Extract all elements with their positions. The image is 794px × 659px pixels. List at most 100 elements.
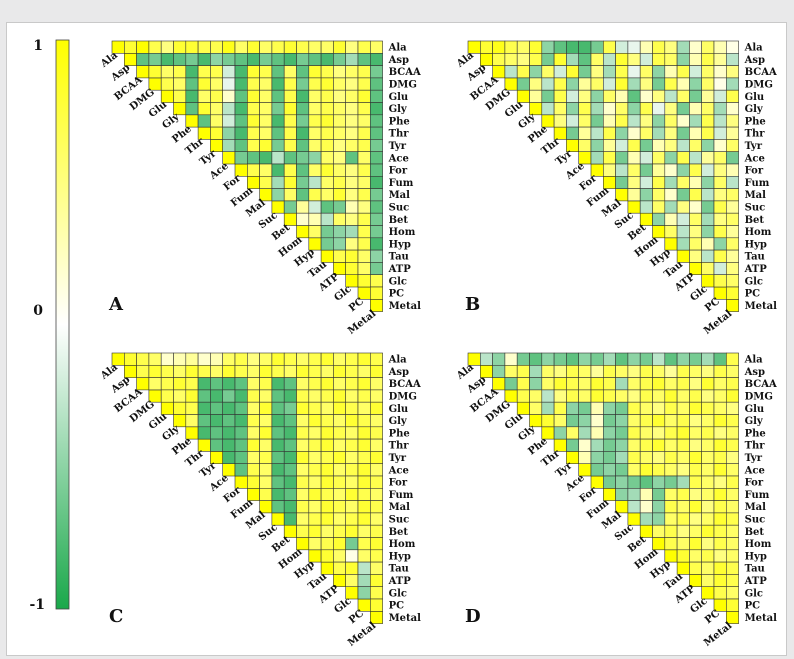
heatmap-cell: [308, 364, 322, 378]
heatmap-cell: [308, 475, 322, 489]
heatmap-cell: [320, 52, 334, 66]
heatmap-cell: [333, 114, 346, 128]
heatmap-cell: [247, 151, 260, 165]
heatmap-cell: [492, 40, 506, 54]
heatmap-cell: [566, 52, 580, 66]
heatmap-cell: [320, 40, 334, 54]
heatmap-cell: [566, 414, 580, 428]
heatmap-cell: [210, 114, 223, 128]
row-label: Glu: [389, 404, 409, 415]
heatmap-cell: [590, 114, 604, 128]
heatmap-cell: [689, 176, 703, 189]
heatmap-cell: [357, 438, 371, 452]
heatmap-cell: [639, 377, 653, 391]
heatmap-cell: [664, 212, 678, 226]
heatmap-cell: [689, 65, 703, 79]
heatmap-cell: [725, 65, 739, 79]
heatmap-cell: [308, 377, 322, 391]
heatmap-cell: [676, 352, 690, 366]
heatmap-cell: [541, 414, 555, 428]
heatmap-cell: [283, 126, 297, 140]
heatmap-cell: [578, 426, 592, 440]
heatmap-cell: [541, 102, 555, 116]
heatmap-cell: [308, 401, 322, 415]
heatmap-cell: [664, 389, 678, 403]
heatmap-cell: [222, 126, 236, 140]
heatmap-cell: [713, 163, 727, 177]
heatmap-cell: [210, 52, 223, 66]
heatmap-cell: [333, 102, 346, 116]
heatmap-cell: [664, 139, 678, 153]
heatmap-cell: [296, 389, 310, 403]
heatmap-cell: [602, 438, 616, 452]
heatmap-cell: [185, 389, 199, 403]
heatmap-cell: [725, 401, 739, 415]
heatmap-cell: [369, 237, 383, 251]
heatmap-cell: [639, 364, 653, 378]
heatmap-cell: [652, 524, 666, 538]
heatmap-cell: [516, 40, 530, 54]
heatmap-cell: [345, 574, 359, 588]
heatmap-cell: [247, 451, 260, 464]
heatmap-cell: [320, 126, 334, 140]
heatmap-cell: [689, 352, 703, 366]
heatmap-cell: [333, 475, 346, 489]
heatmap-cell: [333, 549, 346, 563]
heatmap-cell: [627, 102, 641, 116]
heatmap-cell: [725, 512, 739, 526]
heatmap-cell: [590, 65, 604, 79]
heatmap-cell: [652, 364, 666, 378]
heatmap-cell: [689, 414, 703, 428]
row-label: Ace: [744, 465, 765, 476]
row-label: Tau: [389, 252, 409, 263]
heatmap-cell: [652, 52, 666, 66]
heatmap-cell: [222, 139, 236, 153]
heatmap-cell: [345, 500, 359, 514]
heatmap-cell: [210, 126, 223, 140]
row-label: Thr: [745, 129, 766, 140]
heatmap-cell: [222, 414, 236, 428]
heatmap-cell: [333, 237, 346, 251]
heatmap-cell: [602, 126, 616, 140]
heatmap-cell: [369, 126, 383, 140]
heatmap-cell: [148, 352, 162, 366]
heatmap-cell: [210, 65, 223, 79]
heatmap-cell: [652, 163, 666, 177]
heatmap-cell: [713, 451, 727, 464]
heatmap-cell: [713, 463, 727, 477]
heatmap-cell: [148, 65, 162, 79]
heatmap-cell: [296, 451, 310, 464]
heatmap-cell: [271, 126, 285, 140]
heatmap-cell: [627, 438, 641, 452]
heatmap-cell: [259, 139, 273, 153]
heatmap-cell: [725, 500, 739, 514]
heatmap-cell: [345, 487, 359, 501]
heatmap-cell: [320, 65, 334, 79]
heatmap-cell: [664, 463, 678, 477]
row-label: Fum: [389, 178, 414, 189]
heatmap-cell: [701, 500, 715, 514]
heatmap-cell: [357, 176, 371, 189]
heatmap-cell: [345, 163, 359, 177]
heatmap-cell: [247, 77, 260, 91]
heatmap-cell: [713, 151, 727, 165]
heatmap-cell: [369, 352, 383, 366]
heatmap-cell: [357, 352, 371, 366]
heatmap-cell: [627, 89, 641, 103]
heatmap-cell: [725, 586, 739, 600]
heatmap-cell: [136, 52, 150, 66]
heatmap-cell: [320, 537, 334, 551]
row-label: Hom: [389, 227, 416, 238]
column-label: Metal: [702, 620, 734, 649]
heatmap-cell: [664, 77, 678, 91]
heatmap-cell: [369, 537, 383, 551]
heatmap-cell: [689, 40, 703, 54]
row-label: Phe: [389, 428, 410, 439]
heatmap-cell: [615, 426, 629, 440]
heatmap-cell: [296, 475, 310, 489]
heatmap-cell: [333, 364, 346, 378]
row-label: Suc: [745, 514, 766, 525]
heatmap-cell: [725, 377, 739, 391]
heatmap-cell: [333, 176, 346, 189]
heatmap-cell: [516, 377, 530, 391]
